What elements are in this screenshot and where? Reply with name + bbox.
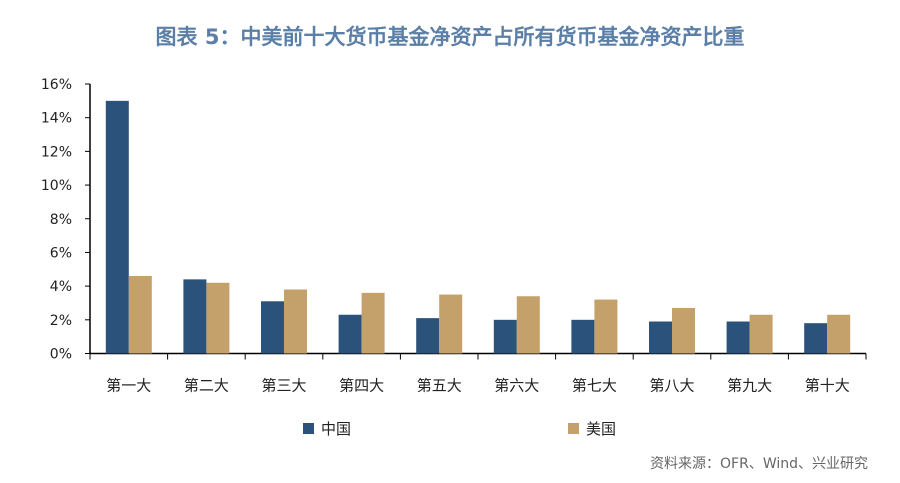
bar-usa [827, 314, 851, 354]
bar-china [338, 314, 362, 354]
y-tick-label: 8% [50, 212, 72, 228]
y-tick-label: 14% [41, 111, 72, 127]
bar-china [105, 100, 129, 354]
bar-usa [439, 294, 463, 354]
x-tick-label: 第一大 [106, 377, 151, 395]
x-tick-label: 第六大 [494, 377, 539, 395]
x-tick-label: 第三大 [261, 377, 306, 395]
bar-usa [361, 292, 385, 354]
x-tick-label: 第二大 [184, 377, 229, 395]
bar-usa [672, 308, 695, 354]
y-tick-label: 10% [41, 178, 72, 194]
x-tick-label: 第八大 [649, 377, 694, 395]
legend-label: 中国 [321, 420, 351, 438]
bar-usa [749, 314, 773, 354]
bar-china [649, 321, 672, 354]
source-note: 资料来源：OFR、Wind、兴业研究 [650, 456, 868, 472]
y-tick-label: 2% [50, 313, 72, 329]
y-tick-label: 4% [50, 279, 72, 295]
bar-usa [594, 299, 618, 354]
bar-usa [128, 276, 152, 354]
legend-swatch [568, 423, 579, 434]
y-tick-label: 16% [41, 77, 72, 93]
chart-title: 图表 5：中美前十大货币基金净资产占所有货币基金净资产比重 [156, 25, 745, 49]
bar-china [804, 323, 828, 354]
x-tick-label: 第五大 [417, 377, 462, 395]
legend-label: 美国 [586, 420, 616, 438]
legend-swatch [303, 423, 314, 434]
bar-china [493, 319, 517, 354]
y-tick-label: 12% [41, 144, 72, 160]
bar-china [571, 319, 595, 354]
bar-china [261, 301, 284, 354]
bar-usa [206, 282, 230, 354]
x-tick-label: 第十大 [805, 377, 850, 395]
bar-china [416, 318, 440, 354]
bar-china [183, 279, 207, 354]
y-tick-label: 6% [50, 245, 72, 261]
x-tick-label: 第四大 [339, 377, 384, 395]
bar-china [726, 321, 750, 354]
y-tick-label: 0% [50, 347, 72, 363]
bar-usa [516, 296, 540, 354]
bar-usa [284, 289, 307, 354]
x-tick-label: 第九大 [727, 377, 772, 395]
x-tick-label: 第七大 [572, 377, 617, 395]
